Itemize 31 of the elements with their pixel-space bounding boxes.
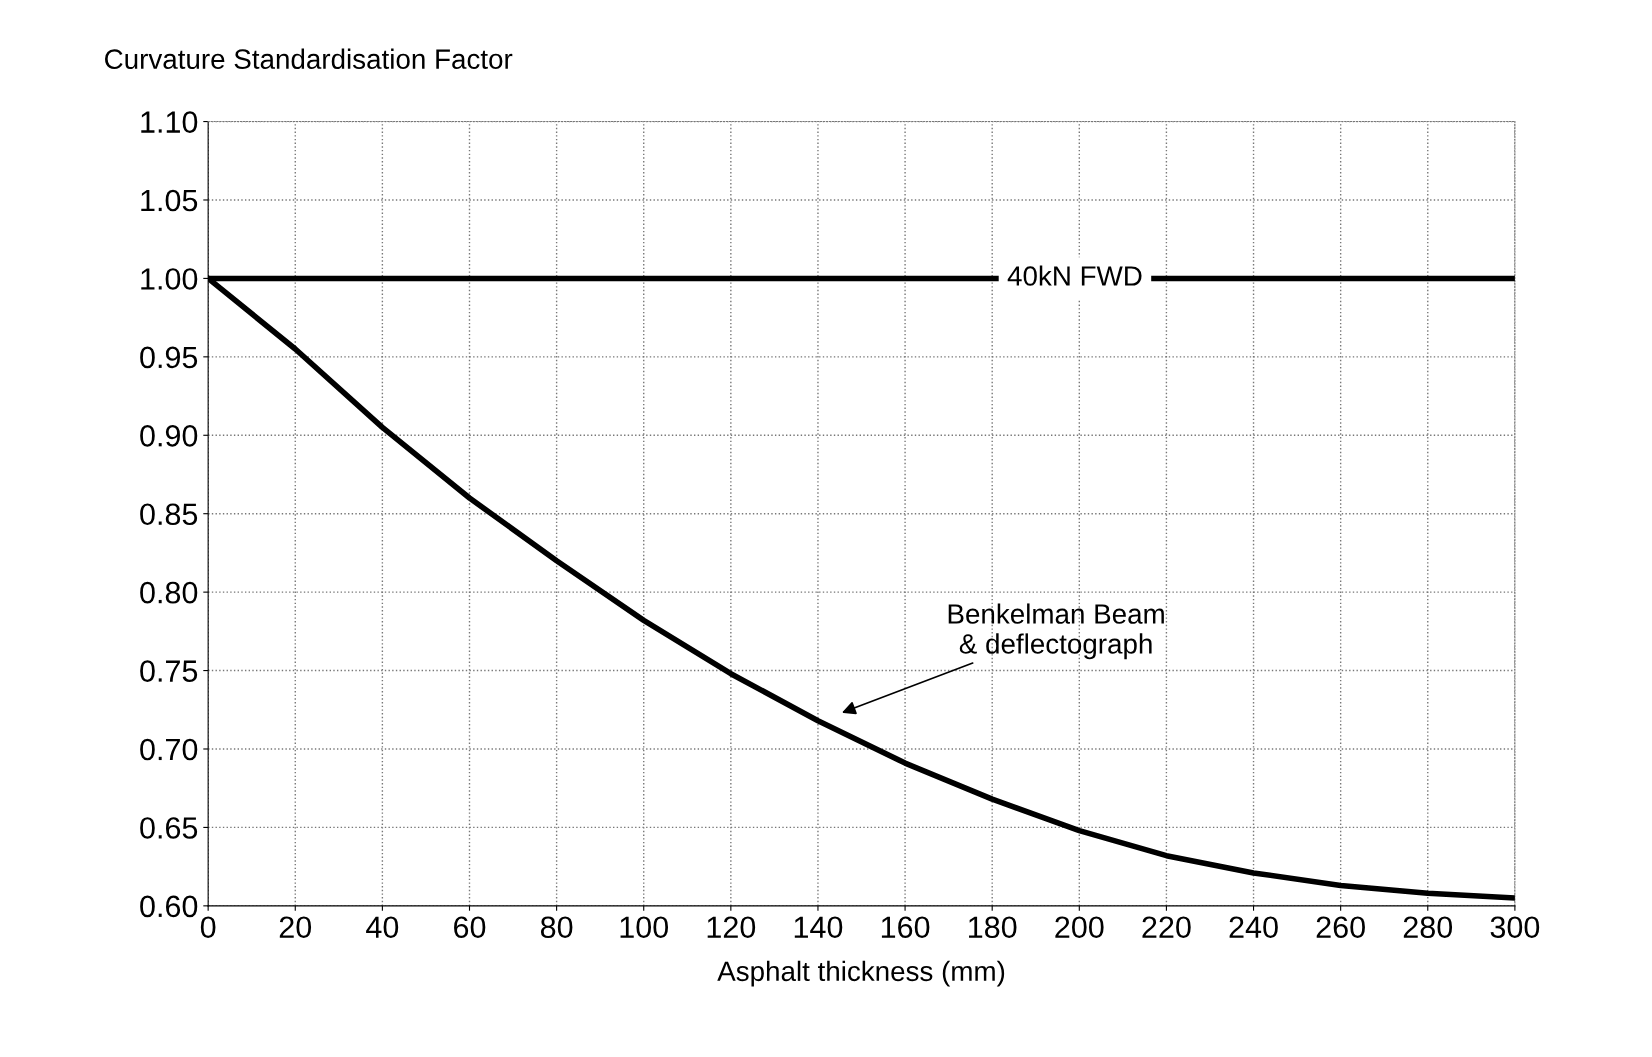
annotation: Benkelman Beam & deflectograph	[948, 603, 1164, 660]
x-tick-label: 220	[1142, 916, 1191, 939]
x-tick-label: 20	[279, 916, 312, 939]
x-tick-label: 200	[1055, 916, 1104, 939]
y-tick-label: 0.70	[140, 738, 198, 761]
y-tick-label: 0.90	[140, 425, 198, 447]
x-tick-label: 300	[1490, 916, 1540, 939]
x-tick-label: 0	[200, 916, 216, 939]
y-tick-label: 1.10	[141, 111, 198, 133]
x-tick-label: 280	[1403, 916, 1453, 939]
x-tick-label: 120	[707, 916, 756, 939]
y-tick-label: 1.00	[141, 268, 198, 290]
y-tick-label: 1.05	[141, 189, 198, 212]
y-tick-label: 0.60	[140, 895, 198, 918]
y-tick-label: 0.65	[140, 817, 198, 839]
x-tick-label: 260	[1316, 916, 1365, 939]
x-tick-label: 40	[366, 916, 399, 939]
x-tick-label: 140	[794, 916, 843, 939]
x-tick-label: 160	[881, 916, 930, 939]
y-tick-label: 0.80	[140, 581, 198, 604]
x-tick-label: 100	[620, 916, 669, 939]
y-tick-label: 0.75	[140, 660, 198, 682]
y-tick-label: 0.85	[140, 503, 198, 526]
x-axis-title: Asphalt thickness (mm)	[717, 960, 1005, 987]
x-tick-label: 180	[969, 916, 1017, 939]
y-axis-title: Curvature Standardisation Factor	[105, 48, 513, 70]
x-tick-label: 60	[454, 916, 486, 939]
y-tick-label: 0.95	[140, 346, 198, 369]
x-tick-label: 80	[540, 916, 573, 939]
x-tick-label: 240	[1229, 916, 1278, 939]
annotation: 40kN FWD	[1007, 265, 1142, 286]
